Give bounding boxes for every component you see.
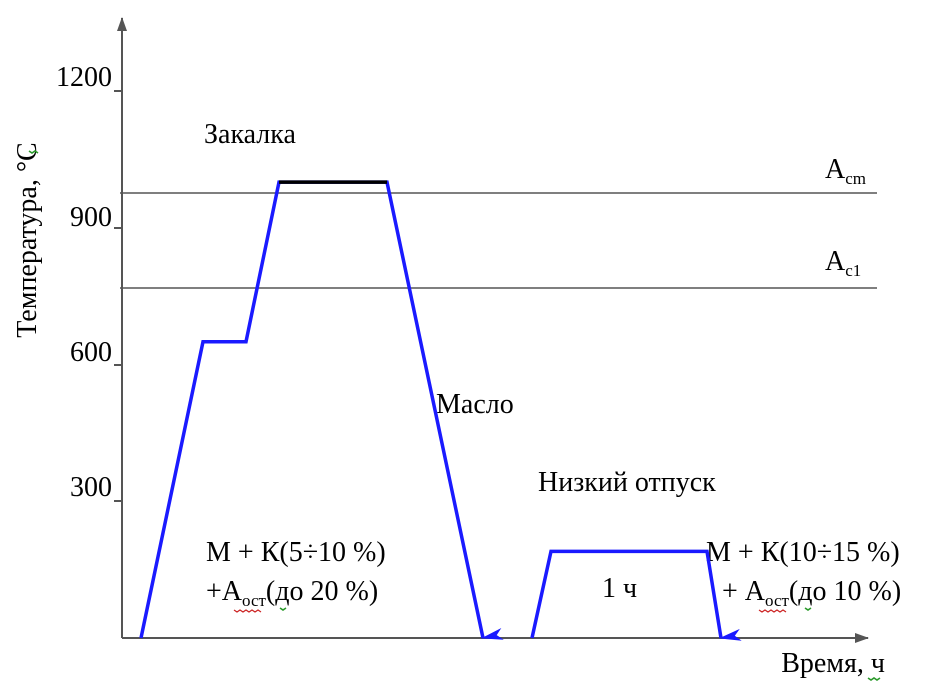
y-tick-label-1200: 1200 <box>56 62 112 93</box>
temper-curve <box>530 549 742 641</box>
temper-structure-prefix: + А <box>722 576 766 607</box>
quench-structure-underline-red <box>233 609 262 613</box>
quench-structure-prefix: +А <box>206 576 243 607</box>
quench-title: Закалка <box>204 119 296 150</box>
temper-structure-underline-green <box>804 607 812 611</box>
acm-label: Acm <box>825 154 866 188</box>
ac1-label-sub: c1 <box>845 261 861 280</box>
quench-structure-sub: ост <box>242 591 266 610</box>
acm-label-sub: cm <box>845 169 866 188</box>
ac1-label: Ac1 <box>825 246 861 280</box>
quench-curve <box>139 180 504 640</box>
x-axis-title: Время, ч <box>781 648 885 679</box>
temper-structure-underline-red <box>758 609 787 613</box>
acm-label-main: A <box>825 154 846 185</box>
y-tick-label-900: 900 <box>70 202 112 233</box>
temper-structure-suffix: (до 10 %) <box>789 576 901 607</box>
temper-time-label: 1 ч <box>602 573 637 604</box>
y-axis-title: Температура, °С <box>12 142 43 337</box>
quench-structure-line1: М + К(5÷10 %) <box>206 537 386 568</box>
process-curves <box>139 180 742 641</box>
temper-title: Низкий отпуск <box>538 467 716 498</box>
temper-structure-line2: + Аост(до 10 %) <box>722 576 901 610</box>
temper-structure-sub: ост <box>765 591 789 610</box>
quench-structure-underline-green <box>279 607 287 611</box>
y-axis-title-underline <box>28 150 39 154</box>
y-tick-label-300: 300 <box>70 472 112 503</box>
ac1-label-main: A <box>825 246 846 277</box>
x-axis-title-underline <box>867 677 881 681</box>
y-tick-label-600: 600 <box>70 337 112 368</box>
quench-structure-line2: +Аост(до 20 %) <box>206 576 378 610</box>
temper-structure-line1: М + К(10÷15 %) <box>706 537 900 568</box>
quench-structure-suffix: (до 20 %) <box>266 576 378 607</box>
oil-label: Масло <box>436 389 514 420</box>
